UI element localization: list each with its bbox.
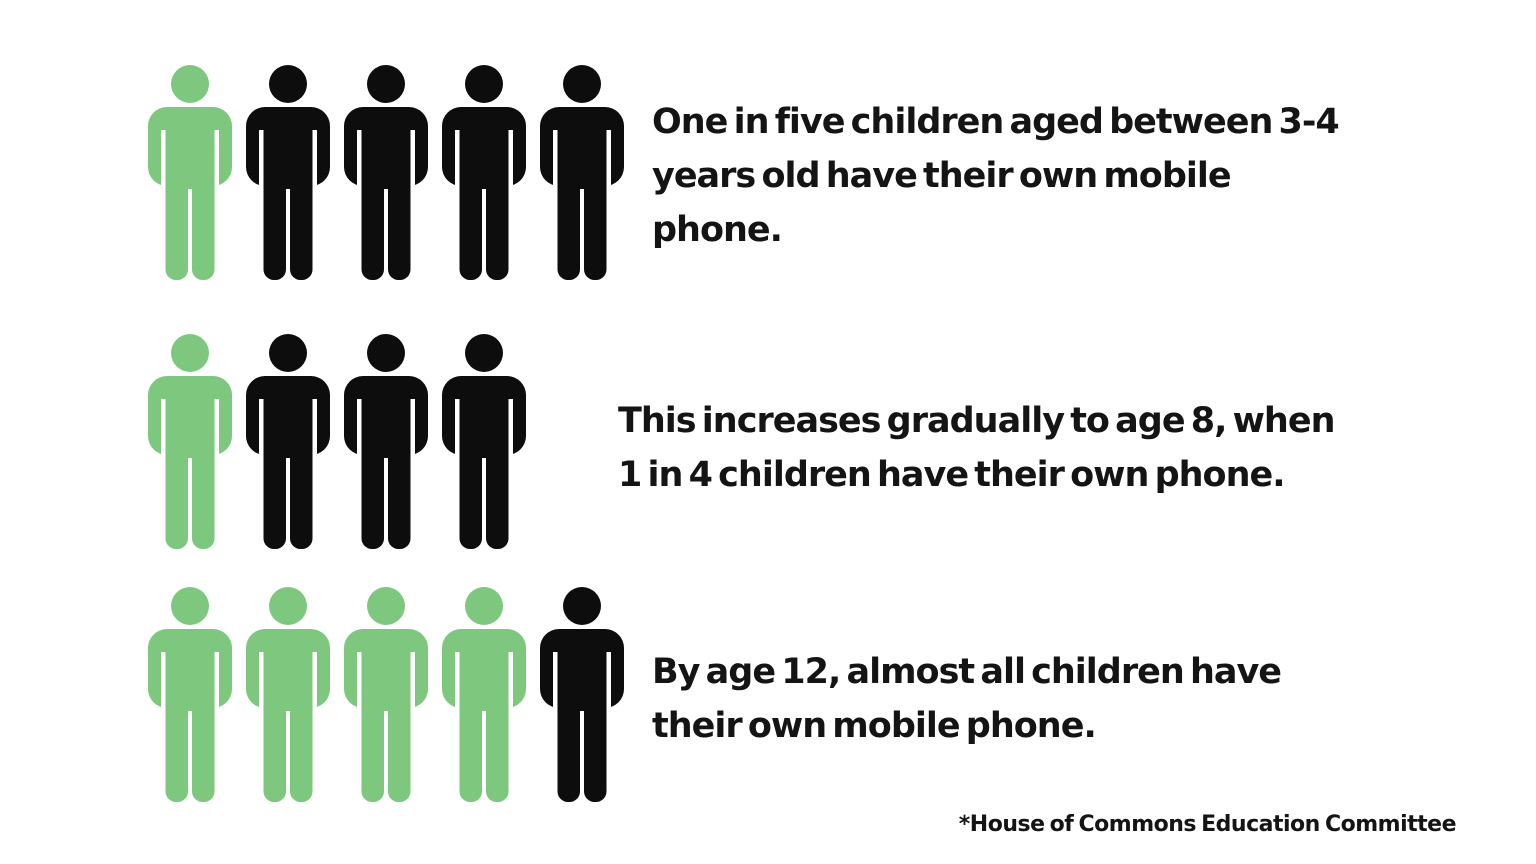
- pictogram-group-age-12: [148, 586, 624, 802]
- person-icon-black: [246, 65, 330, 280]
- person-icon-black: [442, 334, 526, 549]
- person-icon-green: [442, 587, 526, 802]
- person-icon-green: [148, 334, 232, 549]
- row-caption-age-12: By age 12, almost all children have thei…: [652, 652, 1282, 746]
- person-icon-black: [246, 334, 330, 549]
- person-icon-black: [344, 334, 428, 549]
- row-caption-age-8: This increases gradually to age 8, when …: [618, 401, 1335, 495]
- person-icon-green: [344, 587, 428, 802]
- person-icon-black: [442, 65, 526, 280]
- pictogram-group-age-8: [148, 333, 526, 549]
- person-icon-green: [148, 587, 232, 802]
- person-icon-green: [148, 65, 232, 280]
- pictogram-group-age-3-4: [148, 64, 624, 280]
- person-icon-black: [344, 65, 428, 280]
- person-icon-black: [540, 587, 624, 802]
- person-icon-black: [540, 65, 624, 280]
- source-note: *House of Commons Education Committee: [958, 812, 1457, 837]
- person-icon-green: [246, 587, 330, 802]
- row-caption-age-3-4: One in five children aged between 3-4 ye…: [652, 102, 1340, 250]
